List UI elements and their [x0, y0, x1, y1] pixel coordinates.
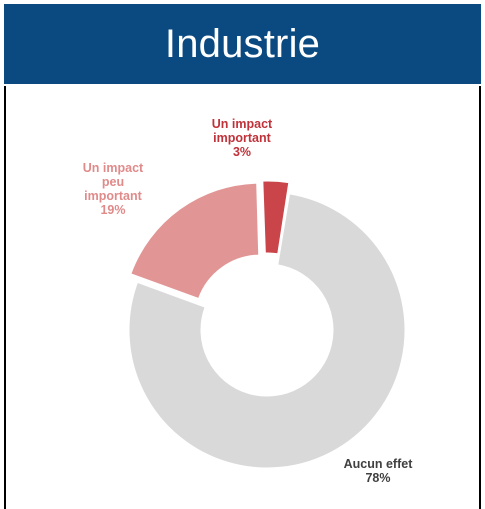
header-bar: Industrie — [4, 4, 481, 84]
slice-percent: 3% — [233, 145, 251, 159]
slice-label-line: important — [84, 189, 142, 203]
slice-label-line: peu — [102, 175, 124, 189]
donut-slice — [262, 180, 290, 255]
slice-label: Un impact important 3% — [212, 117, 273, 159]
slice-percent: 19% — [100, 203, 125, 217]
slice-label-line: important — [213, 131, 271, 145]
slice-percent: 78% — [365, 471, 390, 485]
donut-slice — [128, 193, 406, 469]
donut-slice — [130, 182, 260, 300]
slice-label-line: Un impact — [212, 117, 273, 131]
slice-label-line: Aucun effet — [344, 457, 414, 471]
page-title: Industrie — [164, 21, 321, 66]
slice-label-line: Un impact — [83, 161, 144, 175]
slice-label: Aucun effet 78% — [344, 457, 414, 485]
slice-label: Un impact peu important 19% — [83, 161, 144, 217]
